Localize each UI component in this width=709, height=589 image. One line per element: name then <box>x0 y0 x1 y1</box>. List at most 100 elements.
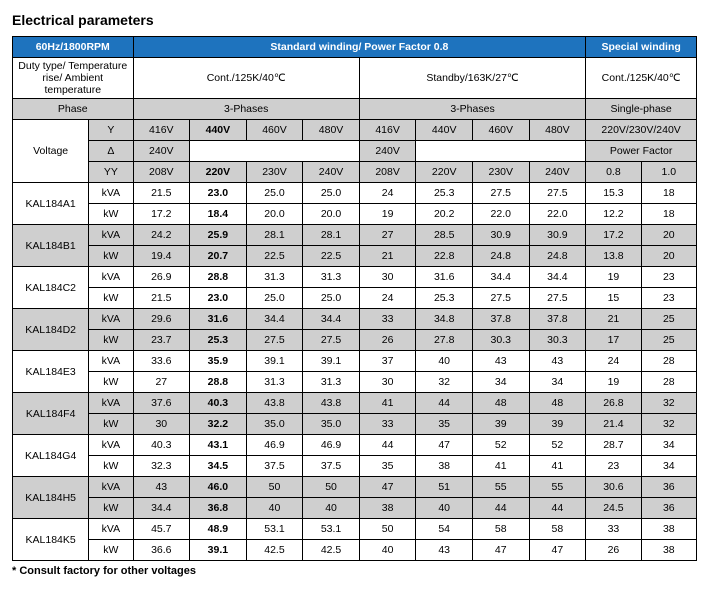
model-KAL184A1: KAL184A1 <box>13 183 89 225</box>
kva-val: 50 <box>246 477 303 498</box>
kva-val: 21 <box>586 309 641 330</box>
kva-label: kVA <box>89 267 133 288</box>
kva-val: 55 <box>529 477 586 498</box>
model-KAL184H5: KAL184H5 <box>13 477 89 519</box>
kw-val: 13.8 <box>586 246 641 267</box>
delta-label: Δ <box>89 141 133 162</box>
kva-val: 40.3 <box>133 435 190 456</box>
kw-val: 47 <box>529 540 586 561</box>
model-KAL184G4: KAL184G4 <box>13 435 89 477</box>
kw-val: 38 <box>416 456 473 477</box>
kw-val: 28 <box>641 372 696 393</box>
kva-val: 28.7 <box>586 435 641 456</box>
freq-rpm-header: 60Hz/1800RPM <box>13 37 134 58</box>
kva-val: 28.1 <box>303 225 360 246</box>
kw-val: 35 <box>359 456 416 477</box>
pf-1: 1.0 <box>641 162 696 183</box>
kva-val: 50 <box>359 519 416 540</box>
kw-val: 40 <box>246 498 303 519</box>
kw-label: kW <box>89 456 133 477</box>
model-KAL184K5: KAL184K5 <box>13 519 89 561</box>
kva-val: 48.9 <box>190 519 247 540</box>
kw-val: 12.2 <box>586 204 641 225</box>
kva-val: 30.6 <box>586 477 641 498</box>
stby-y-1: 440V <box>416 120 473 141</box>
kw-val: 17.2 <box>133 204 190 225</box>
kva-val: 30.9 <box>472 225 529 246</box>
kva-val: 32 <box>641 393 696 414</box>
kw-val: 15 <box>586 288 641 309</box>
kw-val: 27 <box>133 372 190 393</box>
kva-val: 48 <box>529 393 586 414</box>
kw-val: 44 <box>529 498 586 519</box>
kw-label: kW <box>89 414 133 435</box>
kw-val: 36.8 <box>190 498 247 519</box>
kw-val: 43 <box>416 540 473 561</box>
kva-val: 39.1 <box>246 351 303 372</box>
kw-val: 42.5 <box>303 540 360 561</box>
kw-val: 28.8 <box>190 372 247 393</box>
kva-val: 44 <box>359 435 416 456</box>
kva-val: 40 <box>416 351 473 372</box>
kw-val: 27.5 <box>529 288 586 309</box>
kw-val: 24.8 <box>472 246 529 267</box>
kw-val: 30.3 <box>472 330 529 351</box>
kw-val: 20.0 <box>303 204 360 225</box>
kw-val: 40 <box>303 498 360 519</box>
kw-val: 20 <box>641 246 696 267</box>
kw-val: 32.3 <box>133 456 190 477</box>
kva-val: 44 <box>416 393 473 414</box>
kw-label: kW <box>89 540 133 561</box>
kw-val: 40 <box>359 540 416 561</box>
kva-val: 48 <box>472 393 529 414</box>
voltage-label: Voltage <box>13 120 89 183</box>
kva-val: 34.4 <box>246 309 303 330</box>
power-factor-label: Power Factor <box>586 141 697 162</box>
kva-val: 39.1 <box>303 351 360 372</box>
kw-label: kW <box>89 372 133 393</box>
kw-val: 34 <box>529 372 586 393</box>
kva-val: 37.6 <box>133 393 190 414</box>
kva-val: 31.3 <box>303 267 360 288</box>
kva-val: 25 <box>641 309 696 330</box>
kva-val: 31.6 <box>416 267 473 288</box>
kw-val: 47 <box>472 540 529 561</box>
kw-val: 30.3 <box>529 330 586 351</box>
kw-val: 41 <box>529 456 586 477</box>
kw-val: 41 <box>472 456 529 477</box>
kva-val: 34 <box>641 435 696 456</box>
parameters-table: 60Hz/1800RPMStandard winding/ Power Fact… <box>12 36 697 561</box>
kw-val: 17 <box>586 330 641 351</box>
kva-label: kVA <box>89 351 133 372</box>
y-label: Y <box>89 120 133 141</box>
yy-label: YY <box>89 162 133 183</box>
kw-val: 27.5 <box>472 288 529 309</box>
kva-label: kVA <box>89 477 133 498</box>
kw-val: 39.1 <box>190 540 247 561</box>
kva-val: 34.8 <box>416 309 473 330</box>
standby-header: Standby/163K/27℃ <box>359 58 585 99</box>
kw-label: kW <box>89 288 133 309</box>
kva-val: 27 <box>359 225 416 246</box>
kva-val: 43 <box>529 351 586 372</box>
kw-val: 31.3 <box>303 372 360 393</box>
kva-val: 23.0 <box>190 183 247 204</box>
model-KAL184B1: KAL184B1 <box>13 225 89 267</box>
kw-val: 26 <box>359 330 416 351</box>
cont-125-header: Cont./125K/40℃ <box>133 58 359 99</box>
stby-y-2: 460V <box>472 120 529 141</box>
kva-val: 51 <box>416 477 473 498</box>
kw-val: 19 <box>359 204 416 225</box>
kw-val: 21 <box>359 246 416 267</box>
kva-val: 29.6 <box>133 309 190 330</box>
kva-val: 31.6 <box>190 309 247 330</box>
kva-label: kVA <box>89 393 133 414</box>
kw-val: 25.3 <box>190 330 247 351</box>
model-KAL184E3: KAL184E3 <box>13 351 89 393</box>
kva-val: 58 <box>529 519 586 540</box>
cont-y-3: 480V <box>303 120 360 141</box>
kva-val: 37 <box>359 351 416 372</box>
kva-val: 47 <box>416 435 473 456</box>
kw-val: 30 <box>359 372 416 393</box>
kva-val: 40.3 <box>190 393 247 414</box>
